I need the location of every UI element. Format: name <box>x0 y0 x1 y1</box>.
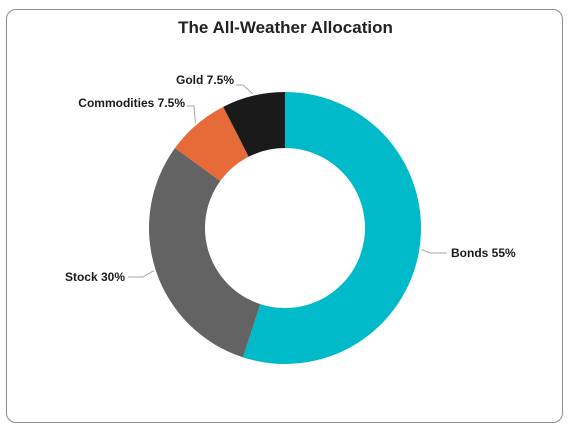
leader-line-commodities <box>187 105 196 124</box>
leader-line-gold <box>236 84 254 95</box>
data-label-commodities: Commodities 7.5% <box>78 96 185 110</box>
chart-title: The All-Weather Allocation <box>178 18 393 37</box>
leader-line-bonds <box>421 249 447 254</box>
slice-gold <box>223 92 285 157</box>
data-label-stock: Stock 30% <box>65 270 125 284</box>
slice-stock <box>149 148 261 358</box>
slice-commodities <box>174 106 249 181</box>
data-label-gold: Gold 7.5% <box>176 73 234 87</box>
slice-bonds <box>242 92 421 364</box>
leader-line-stock <box>128 270 155 278</box>
data-label-bonds: Bonds 55% <box>451 246 516 260</box>
